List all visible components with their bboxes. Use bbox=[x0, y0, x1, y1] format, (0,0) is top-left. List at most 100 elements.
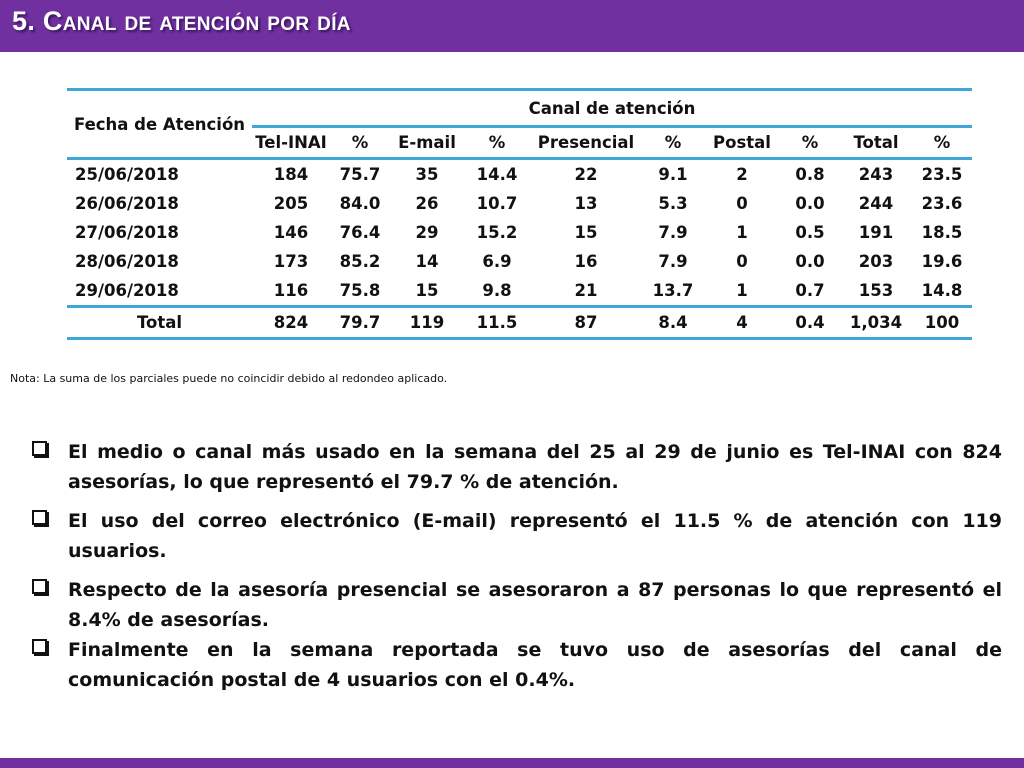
date-cell: 29/06/2018 bbox=[75, 281, 179, 300]
square-bullet-icon bbox=[32, 579, 47, 594]
table-row: 29/06/2018 116 75.8 15 9.8 21 13.7 1 0.7… bbox=[67, 276, 972, 307]
total-cell: 87 bbox=[530, 305, 642, 340]
table-cell: 5.3 bbox=[658, 194, 688, 213]
table-cell: 7.9 bbox=[658, 252, 688, 271]
table-cell: 26 bbox=[415, 194, 439, 213]
table-row: 26/06/2018 205 84.0 26 10.7 13 5.3 0 0.0… bbox=[67, 189, 972, 218]
col-header-pct: % bbox=[912, 126, 973, 160]
table-cell: 14 bbox=[415, 252, 439, 271]
date-cell: 25/06/2018 bbox=[75, 165, 179, 184]
date-cell: 26/06/2018 bbox=[75, 194, 179, 213]
total-cell: 79.7 bbox=[330, 305, 390, 340]
table-cell: 18.5 bbox=[921, 223, 963, 242]
bullet-text: El medio o canal más usado en la semana … bbox=[68, 441, 1002, 493]
total-cell: 100 bbox=[912, 305, 973, 340]
table-cell: 21 bbox=[574, 281, 598, 300]
total-cell: 824 bbox=[252, 305, 330, 340]
date-cell: 28/06/2018 bbox=[75, 252, 179, 271]
table-cell: 203 bbox=[858, 252, 894, 271]
total-cell: 11.5 bbox=[464, 305, 530, 340]
table-cell: 6.9 bbox=[482, 252, 512, 271]
table-cell: 22 bbox=[574, 165, 598, 184]
table-cell: 14.8 bbox=[921, 281, 963, 300]
total-label: Total bbox=[67, 305, 252, 340]
col-header-postal: Postal bbox=[704, 126, 780, 160]
table-cell: 1 bbox=[736, 281, 748, 300]
square-bullet-icon bbox=[32, 510, 47, 525]
table-cell: 15 bbox=[415, 281, 439, 300]
table-cell: 184 bbox=[273, 165, 309, 184]
table-cell: 205 bbox=[273, 194, 309, 213]
table-cell: 0.0 bbox=[795, 252, 825, 271]
table-row: 27/06/2018 146 76.4 29 15.2 15 7.9 1 0.5… bbox=[67, 218, 972, 247]
bullet-item: El uso del correo electrónico (E-mail) r… bbox=[30, 506, 1002, 566]
footer-bar bbox=[0, 758, 1024, 768]
table-cell: 191 bbox=[858, 223, 894, 242]
table-cell: 16 bbox=[574, 252, 598, 271]
table-cell: 23.6 bbox=[921, 194, 963, 213]
col-header-tel-inai: Tel-INAI bbox=[252, 126, 330, 160]
table-cell: 146 bbox=[273, 223, 309, 242]
bullet-text: El uso del correo electrónico (E-mail) r… bbox=[68, 510, 1002, 562]
total-cell: 1,034 bbox=[840, 305, 912, 340]
col-header-pct: % bbox=[464, 126, 530, 160]
table-cell: 75.8 bbox=[339, 281, 381, 300]
table-cell: 9.8 bbox=[482, 281, 512, 300]
rounding-note: Nota: La suma de los parciales puede no … bbox=[10, 372, 448, 385]
table-cell: 243 bbox=[858, 165, 894, 184]
table-cell: 29 bbox=[415, 223, 439, 242]
col-header-total: Total bbox=[840, 126, 912, 160]
bullet-text: Respecto de la asesoría presencial se as… bbox=[68, 579, 1002, 631]
col-header-presencial: Presencial bbox=[530, 126, 642, 160]
table-total-row: Total 824 79.7 119 11.5 87 8.4 4 0.4 1,0… bbox=[67, 305, 973, 340]
table-cell: 0 bbox=[736, 252, 748, 271]
bullet-item: Finalmente en la semana reportada se tuv… bbox=[30, 635, 1002, 695]
channel-table-container: Fecha de Atención Canal de atención Tel-… bbox=[67, 88, 973, 340]
table-cell: 153 bbox=[858, 281, 894, 300]
channel-table: Fecha de Atención Canal de atención Tel-… bbox=[67, 88, 973, 340]
col-header-email: E-mail bbox=[390, 126, 464, 160]
col-header-pct: % bbox=[330, 126, 390, 160]
square-bullet-icon bbox=[32, 639, 47, 654]
total-cell: 4 bbox=[704, 305, 780, 340]
table-cell: 14.4 bbox=[476, 165, 518, 184]
table-cell: 19.6 bbox=[921, 252, 963, 271]
table-cell: 9.1 bbox=[658, 165, 688, 184]
table-cell: 116 bbox=[273, 281, 309, 300]
table-row: 28/06/2018 173 85.2 14 6.9 16 7.9 0 0.0 … bbox=[67, 247, 972, 276]
table-cell: 173 bbox=[273, 252, 309, 271]
table-cell: 75.7 bbox=[339, 165, 381, 184]
table-cell: 13 bbox=[574, 194, 598, 213]
col-header-pct: % bbox=[780, 126, 840, 160]
page-title: 5. Canal de atención por día bbox=[12, 6, 351, 36]
bullet-item: El medio o canal más usado en la semana … bbox=[30, 437, 1002, 497]
table-cell: 84.0 bbox=[339, 194, 381, 213]
row-header-fecha: Fecha de Atención bbox=[67, 88, 252, 160]
table-cell: 2 bbox=[736, 165, 748, 184]
table-cell: 15 bbox=[574, 223, 598, 242]
total-cell: 0.4 bbox=[780, 305, 840, 340]
bullet-list: El medio o canal más usado en la semana … bbox=[30, 437, 1002, 704]
table-cell: 0.0 bbox=[795, 194, 825, 213]
table-cell: 35 bbox=[415, 165, 439, 184]
bullet-text: Finalmente en la semana reportada se tuv… bbox=[68, 639, 1002, 691]
table-cell: 7.9 bbox=[658, 223, 688, 242]
date-cell: 27/06/2018 bbox=[75, 223, 179, 242]
table-cell: 10.7 bbox=[476, 194, 518, 213]
col-header-pct: % bbox=[642, 126, 704, 160]
table-row: 25/06/2018 184 75.7 35 14.4 22 9.1 2 0.8… bbox=[67, 159, 972, 190]
table-cell: 15.2 bbox=[476, 223, 518, 242]
table-cell: 0.8 bbox=[795, 165, 825, 184]
total-cell: 8.4 bbox=[642, 305, 704, 340]
table-cell: 13.7 bbox=[652, 281, 694, 300]
table-cell: 244 bbox=[858, 194, 894, 213]
table-cell: 0.7 bbox=[795, 281, 825, 300]
table-cell: 23.5 bbox=[921, 165, 963, 184]
table-cell: 0.5 bbox=[795, 223, 825, 242]
title-bar: 5. Canal de atención por día bbox=[0, 0, 1024, 52]
group-header-canal: Canal de atención bbox=[252, 88, 973, 128]
table-cell: 85.2 bbox=[339, 252, 381, 271]
table-cell: 0 bbox=[736, 194, 748, 213]
table-cell: 1 bbox=[736, 223, 748, 242]
square-bullet-icon bbox=[32, 441, 47, 456]
